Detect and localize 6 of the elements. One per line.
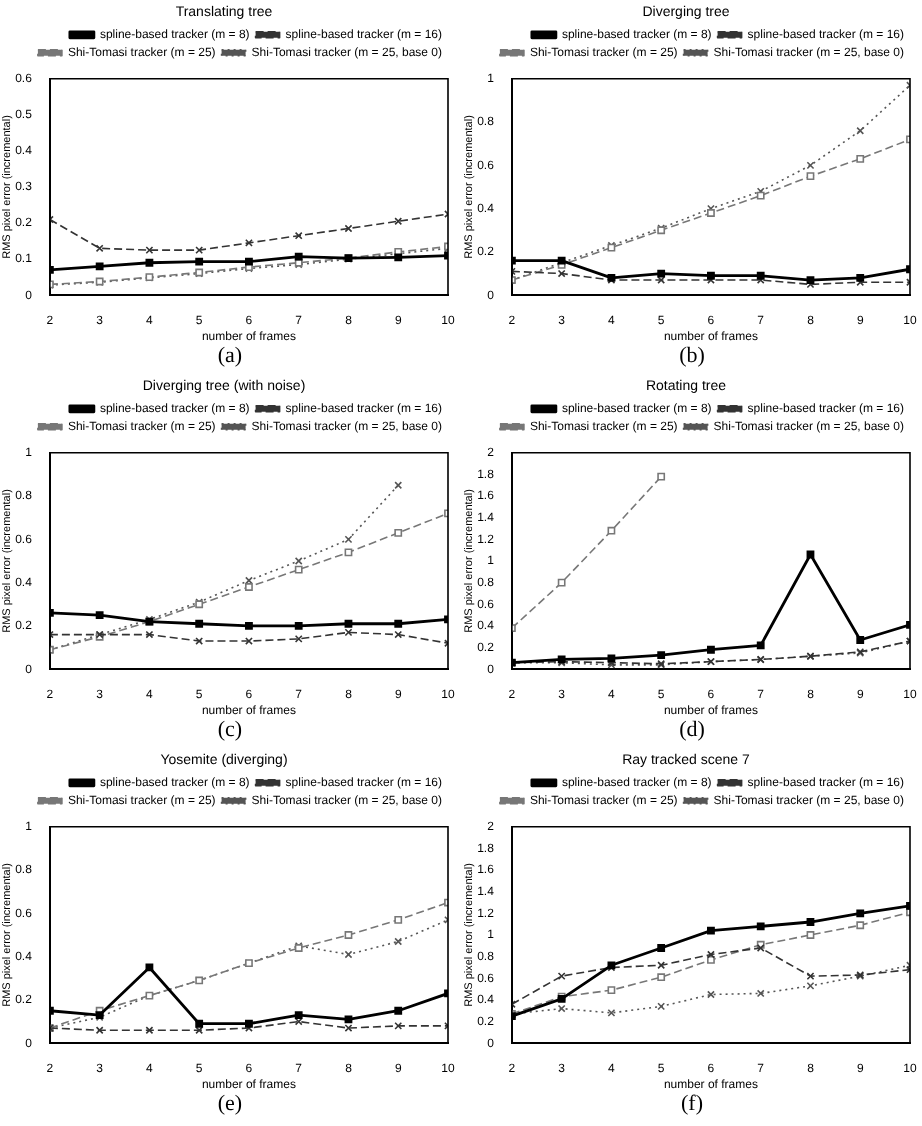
text: (f) (679, 1092, 705, 1118)
text: (e) (215, 1092, 245, 1118)
text: (a) (215, 344, 245, 370)
text: (d) (677, 718, 707, 744)
text: (c) (215, 718, 245, 744)
text: (b) (677, 344, 707, 370)
